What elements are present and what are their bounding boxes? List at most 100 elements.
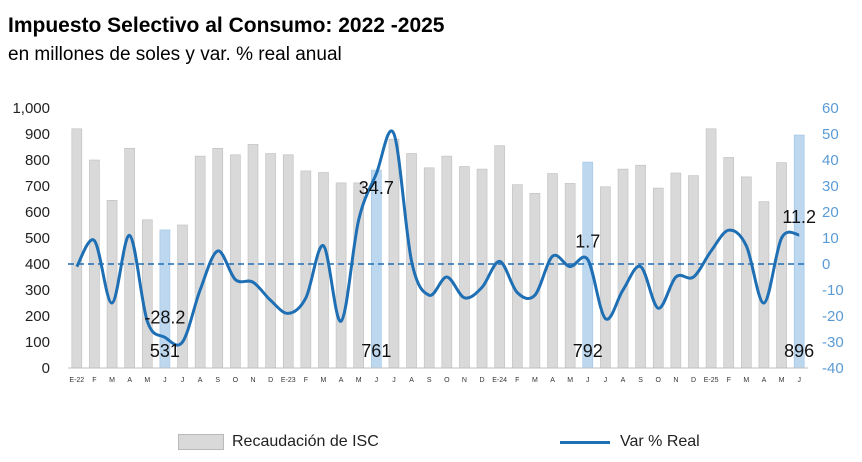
bar — [529, 192, 541, 369]
bar — [741, 176, 752, 369]
y-left-tick-label: 0 — [42, 360, 50, 377]
y-left-tick-label: 200 — [25, 308, 50, 325]
x-tick-label: M — [321, 377, 327, 384]
bar — [511, 184, 523, 369]
y-left-tick-label: 500 — [25, 230, 50, 247]
y-right-tick-label: 0 — [822, 256, 830, 273]
y-left-tick-label: 700 — [25, 178, 50, 195]
x-tick-label: F — [515, 377, 519, 384]
legend-item-line: Var % Real — [560, 433, 700, 451]
bar — [194, 155, 206, 369]
x-tick-label: J — [375, 377, 379, 384]
x-tick-label: O — [233, 377, 239, 384]
x-tick-label: M — [109, 377, 115, 384]
y-right-tick-label: -40 — [822, 360, 844, 377]
x-tick-label: J — [181, 377, 185, 384]
chart-subtitle: en millones de soles y var. % real anual — [8, 44, 342, 65]
bar — [547, 173, 558, 369]
legend-bar-swatch — [178, 434, 224, 450]
bar — [441, 155, 453, 369]
x-tick-label: A — [621, 377, 626, 384]
x-tick-label: A — [409, 377, 414, 384]
y-left-tick-label: 100 — [25, 334, 50, 351]
bar — [124, 148, 135, 369]
x-tick-label: J — [604, 377, 608, 384]
x-tick-label: F — [92, 377, 96, 384]
data-label: 34.7 — [359, 178, 394, 198]
y-right-tick-label: 50 — [822, 126, 839, 143]
x-tick-label: M — [779, 377, 785, 384]
x-tick-label: M — [532, 377, 538, 384]
bar — [459, 166, 470, 369]
legend-line-swatch — [560, 440, 610, 444]
bar — [652, 187, 664, 369]
x-tick-label: F — [304, 377, 308, 384]
bar — [282, 154, 294, 369]
x-tick-label: S — [427, 377, 432, 384]
y-right-tick-label: -30 — [822, 334, 844, 351]
bar — [776, 162, 787, 369]
x-tick-label: O — [656, 377, 662, 384]
y-left-tick-label: 300 — [25, 282, 50, 299]
x-tick-label: A — [127, 377, 132, 384]
bar — [617, 168, 629, 369]
y-right-tick-label: 30 — [822, 178, 839, 195]
data-label: -28.2 — [144, 307, 185, 327]
y-left-tick-label: 800 — [25, 152, 50, 169]
x-tick-label: M — [567, 377, 573, 384]
bar — [388, 138, 400, 369]
x-tick-label: J — [163, 377, 167, 384]
bar — [265, 153, 276, 369]
x-tick-label: A — [339, 377, 344, 384]
legend-item-bars: Recaudación de ISC — [178, 433, 379, 451]
y-left-tick-label: 400 — [25, 256, 50, 273]
x-tick-label: D — [691, 377, 696, 384]
legend-bar-label: Recaudación de ISC — [232, 433, 379, 450]
bar — [723, 157, 735, 369]
line-series-var-real — [75, 129, 800, 347]
x-tick-label: N — [250, 377, 255, 384]
bar — [300, 170, 312, 369]
bar — [476, 168, 488, 369]
y-right-tick-label: 10 — [822, 230, 839, 247]
bar — [212, 148, 224, 369]
x-tick-label: S — [215, 377, 220, 384]
x-tick-label: J — [586, 377, 590, 384]
x-tick-label: A — [762, 377, 767, 384]
data-label: 11.2 — [782, 207, 816, 227]
x-tick-label: E-24 — [492, 377, 507, 384]
bar — [106, 200, 118, 369]
x-tick-label: D — [480, 377, 485, 384]
y-right-tick-label: -20 — [822, 308, 844, 325]
y-left-tick-label: 1,000 — [12, 100, 50, 117]
chart-title: Impuesto Selectivo al Consumo: 2022 -202… — [8, 14, 445, 37]
y-right-tick-label: 20 — [822, 204, 839, 221]
legend-line-label: Var % Real — [620, 433, 700, 450]
bar — [423, 167, 435, 369]
x-tick-label: D — [268, 377, 273, 384]
bar — [758, 201, 770, 369]
x-tick-label: J — [797, 377, 801, 384]
bar — [335, 182, 347, 369]
bar — [71, 128, 83, 369]
bar — [494, 145, 505, 369]
y-right-tick-label: -10 — [822, 282, 844, 299]
x-tick-label: M — [356, 377, 362, 384]
y-left-tick-label: 900 — [25, 126, 50, 143]
x-tick-label: A — [550, 377, 555, 384]
data-label: 896 — [784, 341, 814, 361]
y-right-tick-label: 40 — [822, 152, 839, 169]
data-label: 792 — [573, 341, 603, 361]
x-tick-label: M — [743, 377, 749, 384]
x-tick-label: J — [392, 377, 396, 384]
bar — [247, 144, 259, 369]
y-right-tick-label: 60 — [822, 100, 839, 117]
x-tick-label: A — [198, 377, 203, 384]
y-left-tick-label: 600 — [25, 204, 50, 221]
x-tick-label: M — [144, 377, 150, 384]
x-tick-label: N — [673, 377, 678, 384]
data-label: 1.7 — [575, 232, 600, 252]
x-tick-label: F — [727, 377, 731, 384]
x-tick-label: E-22 — [69, 377, 84, 384]
